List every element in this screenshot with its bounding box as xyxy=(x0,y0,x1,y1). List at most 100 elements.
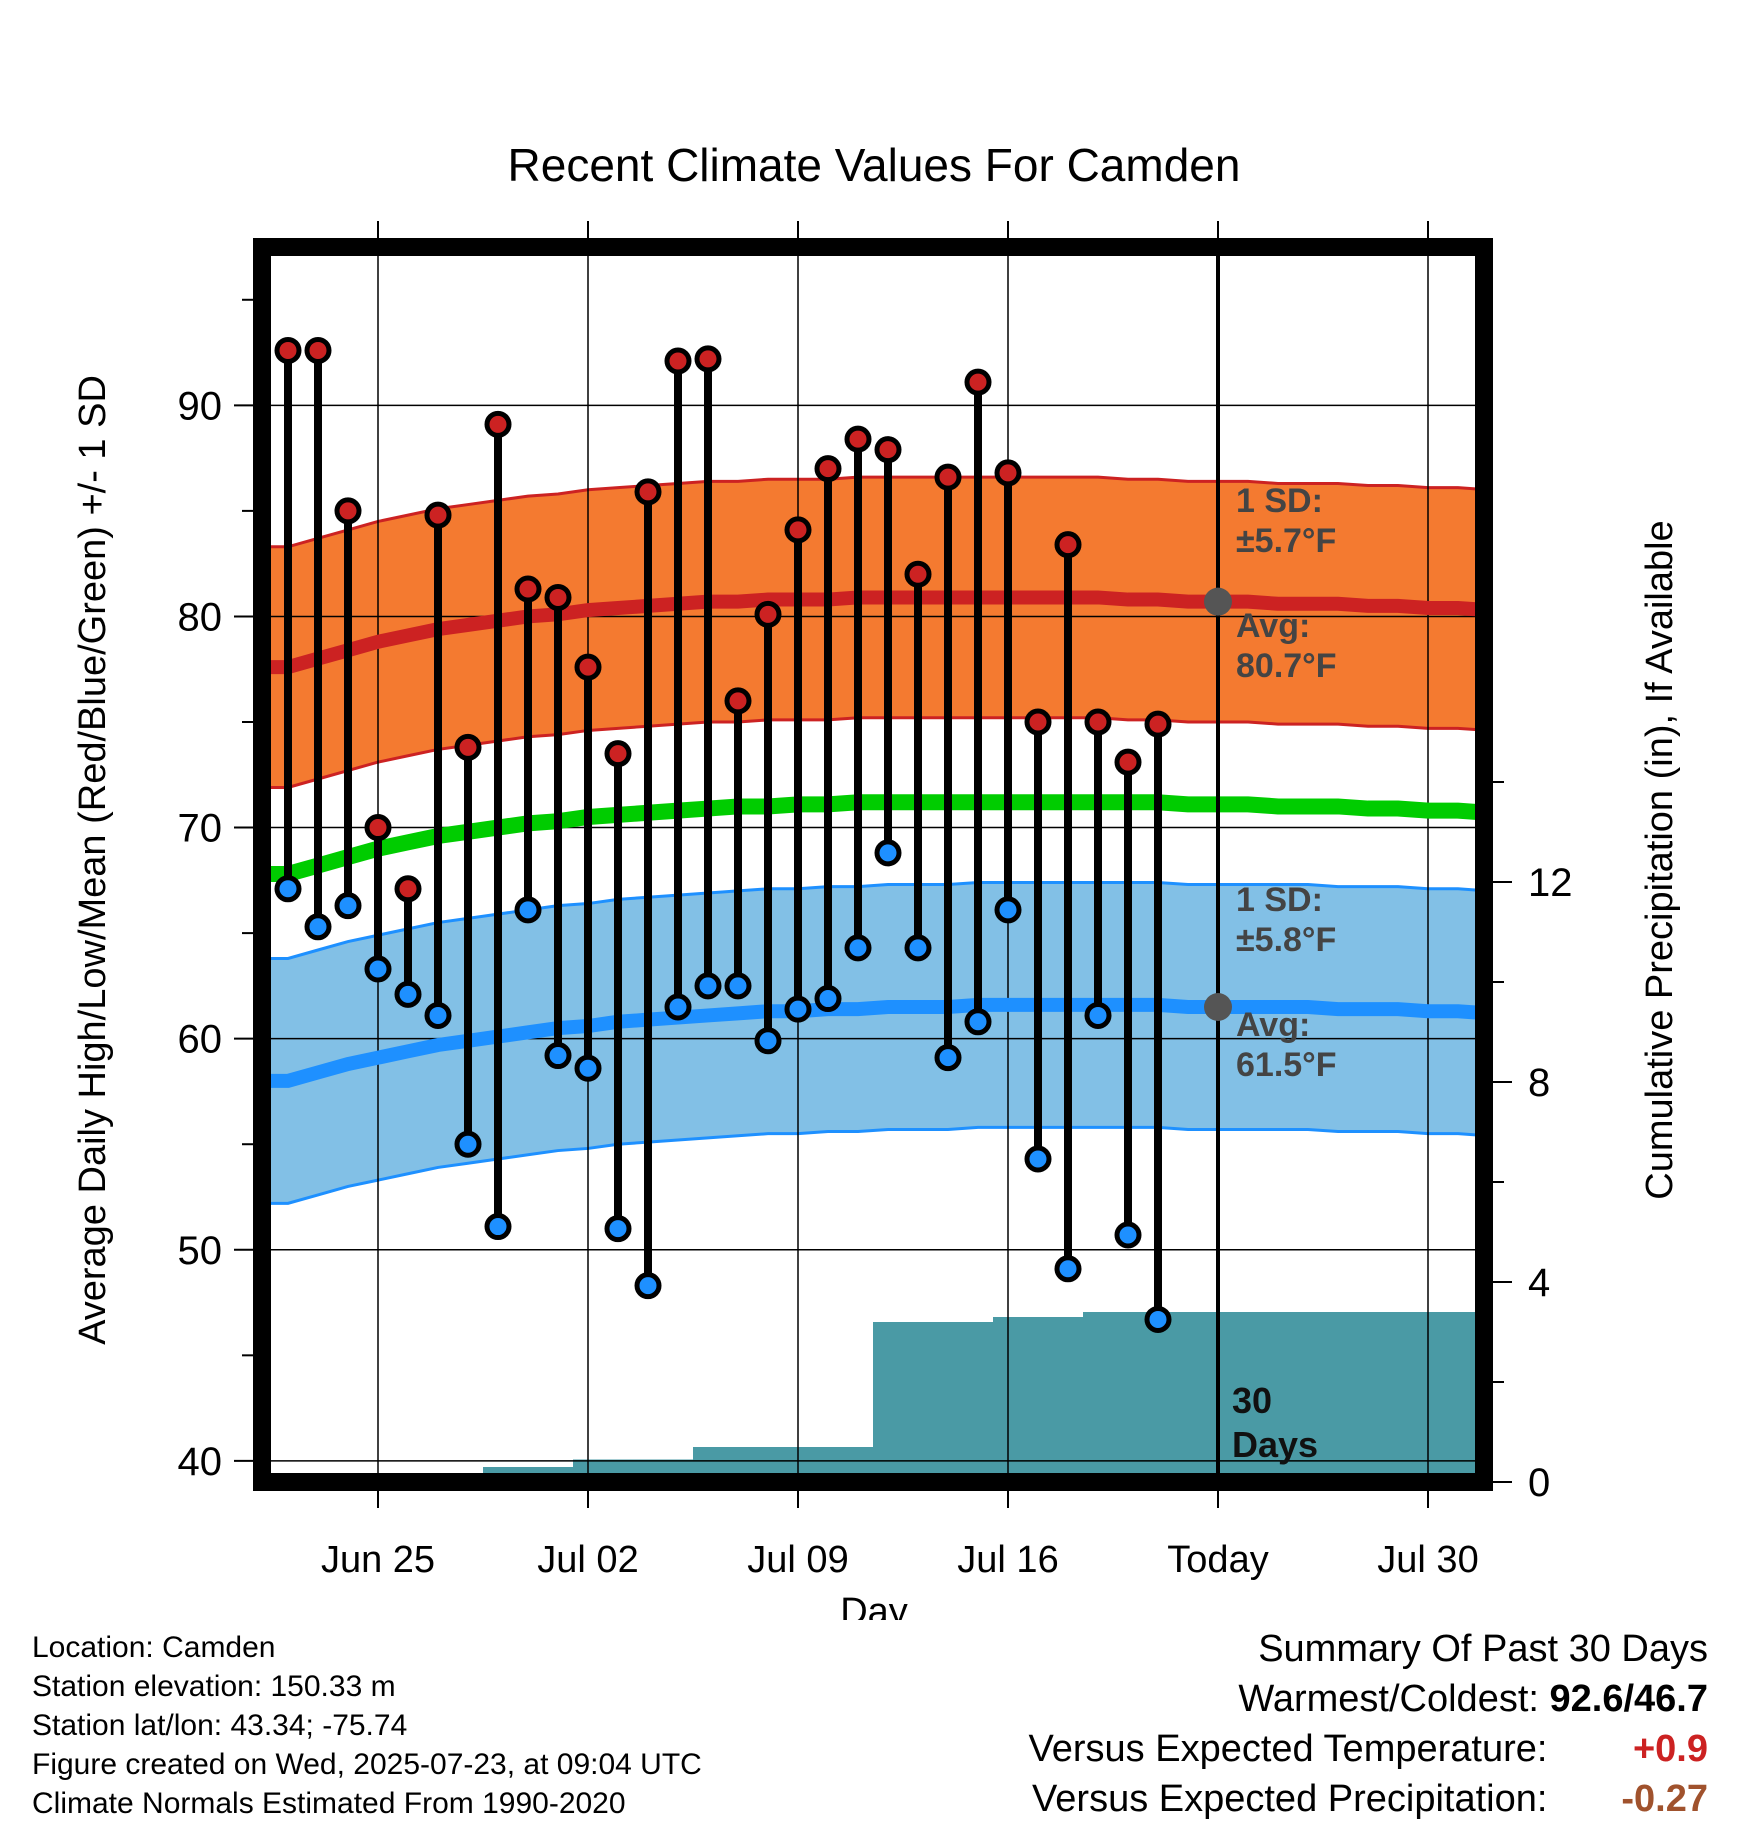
low-avg-annotation-line: Avg: xyxy=(1236,1006,1310,1044)
daily-high-point xyxy=(1054,531,1082,559)
daily-low-point xyxy=(574,1054,602,1082)
daily-low-point xyxy=(334,892,362,920)
thirty-days-label: 30 Days xyxy=(1232,1380,1318,1465)
today-high-avg-dot xyxy=(1204,587,1232,616)
daily-low-point xyxy=(844,934,872,962)
daily-high-point xyxy=(574,653,602,681)
daily-low-point xyxy=(754,1027,782,1055)
daily-high-point xyxy=(1084,708,1112,736)
x-tick-label: Jul 02 xyxy=(537,1539,638,1581)
y-right-tick-label: 0 xyxy=(1528,1461,1550,1505)
daily-high-point xyxy=(904,560,932,588)
daily-low-point xyxy=(814,985,842,1013)
daily-high-point xyxy=(1114,748,1142,776)
daily-high-point xyxy=(694,345,722,373)
daily-high-point xyxy=(814,455,842,483)
daily-low-point xyxy=(1144,1305,1172,1333)
daily-high-point xyxy=(664,347,692,375)
temp-value: +0.9 xyxy=(1632,1728,1708,1770)
normal-high-sd-band xyxy=(262,477,1484,788)
summary-warm-cold: Warmest/Coldest: 92.6/46.7 xyxy=(1029,1674,1708,1724)
daily-high-point xyxy=(484,410,512,438)
daily-low-point xyxy=(724,972,752,1000)
daily-low-point xyxy=(274,875,302,903)
normal-mean-line xyxy=(262,794,1484,882)
y-axis-left-label: Average Daily High/Low/Mean (Red/Blue/Gr… xyxy=(72,375,114,1345)
created-text: Figure created on Wed, 2025-07-23, at 09… xyxy=(32,1748,702,1781)
today-low-avg-dot xyxy=(1204,993,1232,1021)
daily-high-point xyxy=(394,875,422,903)
daily-low-point xyxy=(1024,1145,1052,1173)
x-tick-label: Jul 16 xyxy=(957,1539,1058,1581)
daily-high-point xyxy=(424,501,452,529)
daily-high-point xyxy=(784,516,812,544)
low-avg-annotation: Avg: 61.5°F xyxy=(1236,1006,1337,1084)
daily-high-point xyxy=(364,814,392,842)
x-tick-label: Jul 30 xyxy=(1377,1539,1478,1581)
daily-high-point xyxy=(304,336,332,364)
daily-low-point xyxy=(484,1213,512,1241)
y-left-tick-label: 70 xyxy=(178,807,223,851)
daily-high-point xyxy=(874,436,902,464)
daily-low-point xyxy=(514,896,542,924)
elevation-text: Station elevation: 150.33 m xyxy=(32,1670,396,1703)
daily-high-point xyxy=(274,336,302,364)
chart-title: Recent Climate Values For Camden xyxy=(508,139,1241,191)
daily-low-point xyxy=(1084,1001,1112,1029)
precipitation-area xyxy=(262,1312,1484,1482)
latlon-text: Station lat/lon: 43.34; -75.74 xyxy=(32,1709,408,1742)
summary-panel: Summary Of Past 30 Days Warmest/Coldest:… xyxy=(1029,1624,1708,1824)
daily-low-point xyxy=(784,995,812,1023)
daily-low-point xyxy=(874,839,902,867)
warm-cold-label: Warmest/Coldest: xyxy=(1238,1678,1539,1720)
y-left-tick-label: 50 xyxy=(178,1229,223,1273)
high-sd-annotation-line: 1 SD: xyxy=(1236,482,1323,520)
daily-low-point xyxy=(694,972,722,1000)
daily-low-point xyxy=(364,955,392,983)
daily-high-point xyxy=(604,740,632,768)
low-sd-annotation-line: ±5.8°F xyxy=(1236,921,1336,959)
daily-low-point xyxy=(964,1008,992,1036)
high-avg-annotation-line: Avg: xyxy=(1236,607,1310,645)
daily-low-point xyxy=(304,913,332,941)
daily-high-point xyxy=(964,368,992,396)
normal-low-line xyxy=(262,997,1484,1088)
climate-chart: Recent Climate Values For Camden 1 SD: ±5… xyxy=(72,139,1681,1620)
normals-text: Climate Normals Estimated From 1990-2020 xyxy=(32,1787,626,1820)
summary-temp: Versus Expected Temperature: +0.9 xyxy=(1029,1724,1708,1774)
daily-low-point xyxy=(664,993,692,1021)
summary-precip: Versus Expected Precipitation: -0.27 xyxy=(1029,1774,1708,1824)
high-sd-annotation-line: ±5.7°F xyxy=(1236,522,1336,560)
x-tick-label: Today xyxy=(1167,1539,1268,1581)
y-left-tick-label: 60 xyxy=(178,1018,223,1062)
daily-low-point xyxy=(604,1215,632,1243)
normal-high-line xyxy=(262,590,1484,675)
y-axis-right-label: Cumulative Precipitation (in), If Availa… xyxy=(1639,520,1681,1199)
location-text: Location: Camden xyxy=(32,1631,276,1664)
daily-low-point xyxy=(424,1001,452,1029)
low-sd-annotation: 1 SD: ±5.8°F xyxy=(1236,881,1336,959)
high-sd-annotation: 1 SD: ±5.7°F xyxy=(1236,482,1336,560)
low-sd-annotation-line: 1 SD: xyxy=(1236,881,1323,919)
daily-low-point xyxy=(904,934,932,962)
station-info: Location: Camden Station elevation: 150.… xyxy=(32,1628,702,1823)
daily-high-point xyxy=(514,575,542,603)
y-left-tick-label: 80 xyxy=(178,595,223,639)
y-right-tick-label: 4 xyxy=(1528,1261,1550,1305)
daily-high-point xyxy=(634,478,662,506)
normal-low-lower-edge xyxy=(262,1125,1484,1205)
high-avg-annotation: Avg: 80.7°F xyxy=(1236,607,1337,685)
daily-low-point xyxy=(454,1130,482,1158)
normal-high-upper-edge xyxy=(262,475,1484,549)
high-avg-annotation-line: 80.7°F xyxy=(1236,647,1337,685)
thirty-days-label-line: Days xyxy=(1232,1424,1318,1465)
daily-high-point xyxy=(454,733,482,761)
normal-low-sd-band xyxy=(262,882,1484,1204)
thirty-days-label-line: 30 xyxy=(1232,1380,1272,1421)
daily-low-point xyxy=(1114,1221,1142,1249)
daily-high-point xyxy=(994,459,1022,487)
precip-value: -0.27 xyxy=(1621,1778,1708,1820)
x-axis-label: Day xyxy=(840,1591,908,1620)
